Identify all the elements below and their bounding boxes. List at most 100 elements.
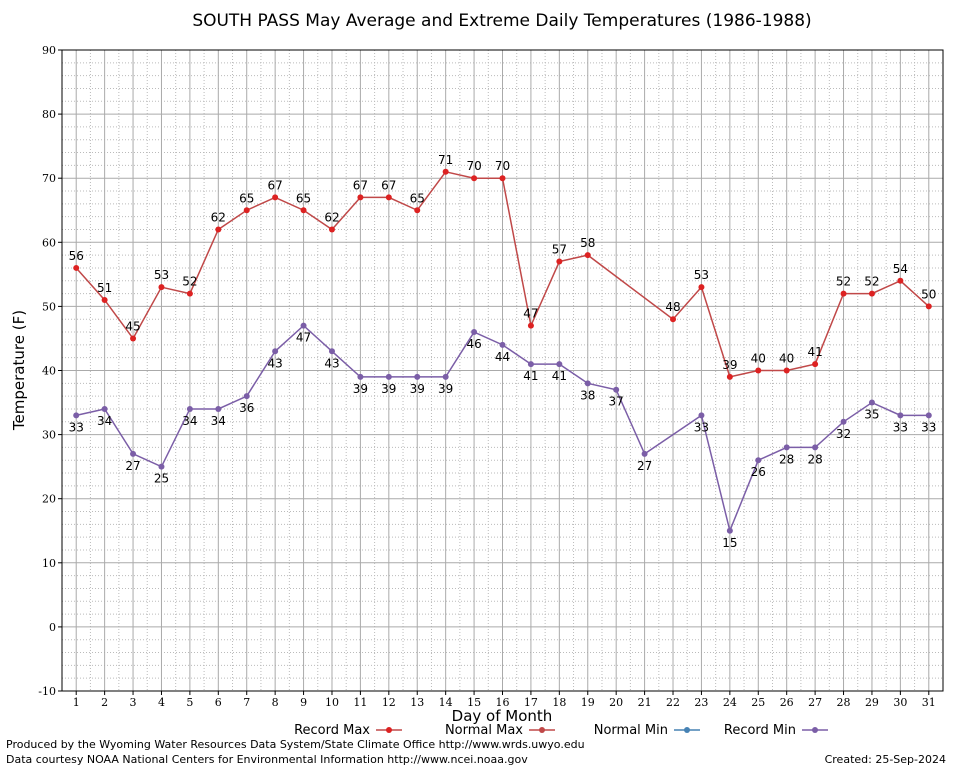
data-point — [527, 361, 534, 368]
data-label: 46 — [466, 337, 481, 351]
data-label: 28 — [807, 452, 822, 466]
data-label: 35 — [864, 408, 879, 422]
data-point — [726, 373, 733, 380]
legend-marker — [386, 727, 392, 733]
y-tick-label: -10 — [38, 685, 56, 698]
y-tick-label: 50 — [42, 300, 56, 313]
legend-label: Record Max — [294, 723, 370, 738]
data-point — [726, 527, 733, 534]
data-point — [698, 412, 705, 419]
data-point — [158, 284, 165, 291]
data-label: 65 — [410, 191, 425, 205]
data-point — [584, 252, 591, 259]
data-label: 53 — [154, 268, 169, 282]
data-label: 53 — [694, 268, 709, 282]
legend-marker — [684, 727, 690, 733]
x-tick-label: 3 — [130, 696, 137, 709]
data-point — [385, 194, 392, 201]
data-point — [357, 194, 364, 201]
data-point — [670, 316, 677, 323]
x-tick-label: 6 — [215, 696, 222, 709]
data-label: 48 — [665, 300, 680, 314]
data-point — [925, 412, 932, 419]
data-label: 38 — [580, 388, 595, 402]
data-label: 70 — [466, 159, 481, 173]
data-label: 40 — [779, 352, 794, 366]
data-point — [897, 277, 904, 284]
data-label: 43 — [324, 356, 339, 370]
legend-label: Normal Min — [594, 723, 668, 738]
legend-marker — [812, 727, 818, 733]
data-point — [414, 207, 421, 214]
data-point — [300, 322, 307, 329]
data-label: 71 — [438, 153, 453, 167]
x-tick-label: 22 — [666, 696, 680, 709]
data-label: 26 — [751, 465, 766, 479]
data-label: 62 — [211, 210, 226, 224]
data-point — [868, 399, 875, 406]
data-point — [272, 348, 279, 355]
x-tick-label: 11 — [353, 696, 367, 709]
data-label: 52 — [182, 275, 197, 289]
data-point — [755, 367, 762, 374]
data-point — [698, 284, 705, 291]
x-tick-label: 7 — [243, 696, 250, 709]
x-tick-label: 14 — [439, 696, 453, 709]
data-label: 54 — [893, 262, 908, 276]
y-tick-label: 60 — [42, 236, 56, 249]
legend-marker — [539, 727, 545, 733]
data-point — [868, 290, 875, 297]
data-label: 47 — [523, 307, 538, 321]
data-point — [130, 450, 137, 457]
x-tick-label: 15 — [467, 696, 481, 709]
data-label: 34 — [211, 414, 226, 428]
data-point — [215, 405, 222, 412]
x-tick-label: 27 — [808, 696, 822, 709]
data-label: 56 — [69, 249, 84, 263]
data-point — [414, 373, 421, 380]
data-label: 37 — [609, 395, 624, 409]
data-point — [328, 348, 335, 355]
x-tick-label: 23 — [694, 696, 708, 709]
data-point — [186, 405, 193, 412]
data-label: 67 — [268, 178, 283, 192]
plot-frame — [61, 49, 944, 692]
data-label: 39 — [722, 358, 737, 372]
data-label: 27 — [637, 459, 652, 473]
data-label: 47 — [296, 331, 311, 345]
data-point — [840, 290, 847, 297]
data-label: 41 — [807, 345, 822, 359]
data-label: 52 — [836, 275, 851, 289]
data-point — [812, 444, 819, 451]
x-tick-label: 25 — [751, 696, 765, 709]
y-tick-label: 30 — [42, 429, 56, 442]
data-point — [243, 207, 250, 214]
data-point — [272, 194, 279, 201]
data-label: 65 — [296, 191, 311, 205]
data-point — [243, 393, 250, 400]
data-label: 39 — [438, 382, 453, 396]
x-tick-label: 19 — [581, 696, 595, 709]
data-label: 33 — [69, 420, 84, 434]
data-label: 51 — [97, 281, 112, 295]
data-point — [73, 264, 80, 271]
data-point — [101, 405, 108, 412]
data-label: 41 — [523, 369, 538, 383]
data-point — [471, 175, 478, 182]
data-label: 28 — [779, 452, 794, 466]
data-point — [385, 373, 392, 380]
y-axis-label: Temperature (F) — [10, 310, 28, 431]
data-label: 39 — [353, 382, 368, 396]
data-point — [556, 258, 563, 265]
data-point — [328, 226, 335, 233]
data-label: 27 — [125, 459, 140, 473]
data-point — [300, 207, 307, 214]
data-point — [215, 226, 222, 233]
y-tick-label: 0 — [49, 621, 56, 634]
y-tick-label: 40 — [42, 365, 56, 378]
data-point — [442, 373, 449, 380]
x-tick-label: 1 — [73, 696, 80, 709]
data-point — [158, 463, 165, 470]
data-point — [584, 380, 591, 387]
data-point — [556, 361, 563, 368]
